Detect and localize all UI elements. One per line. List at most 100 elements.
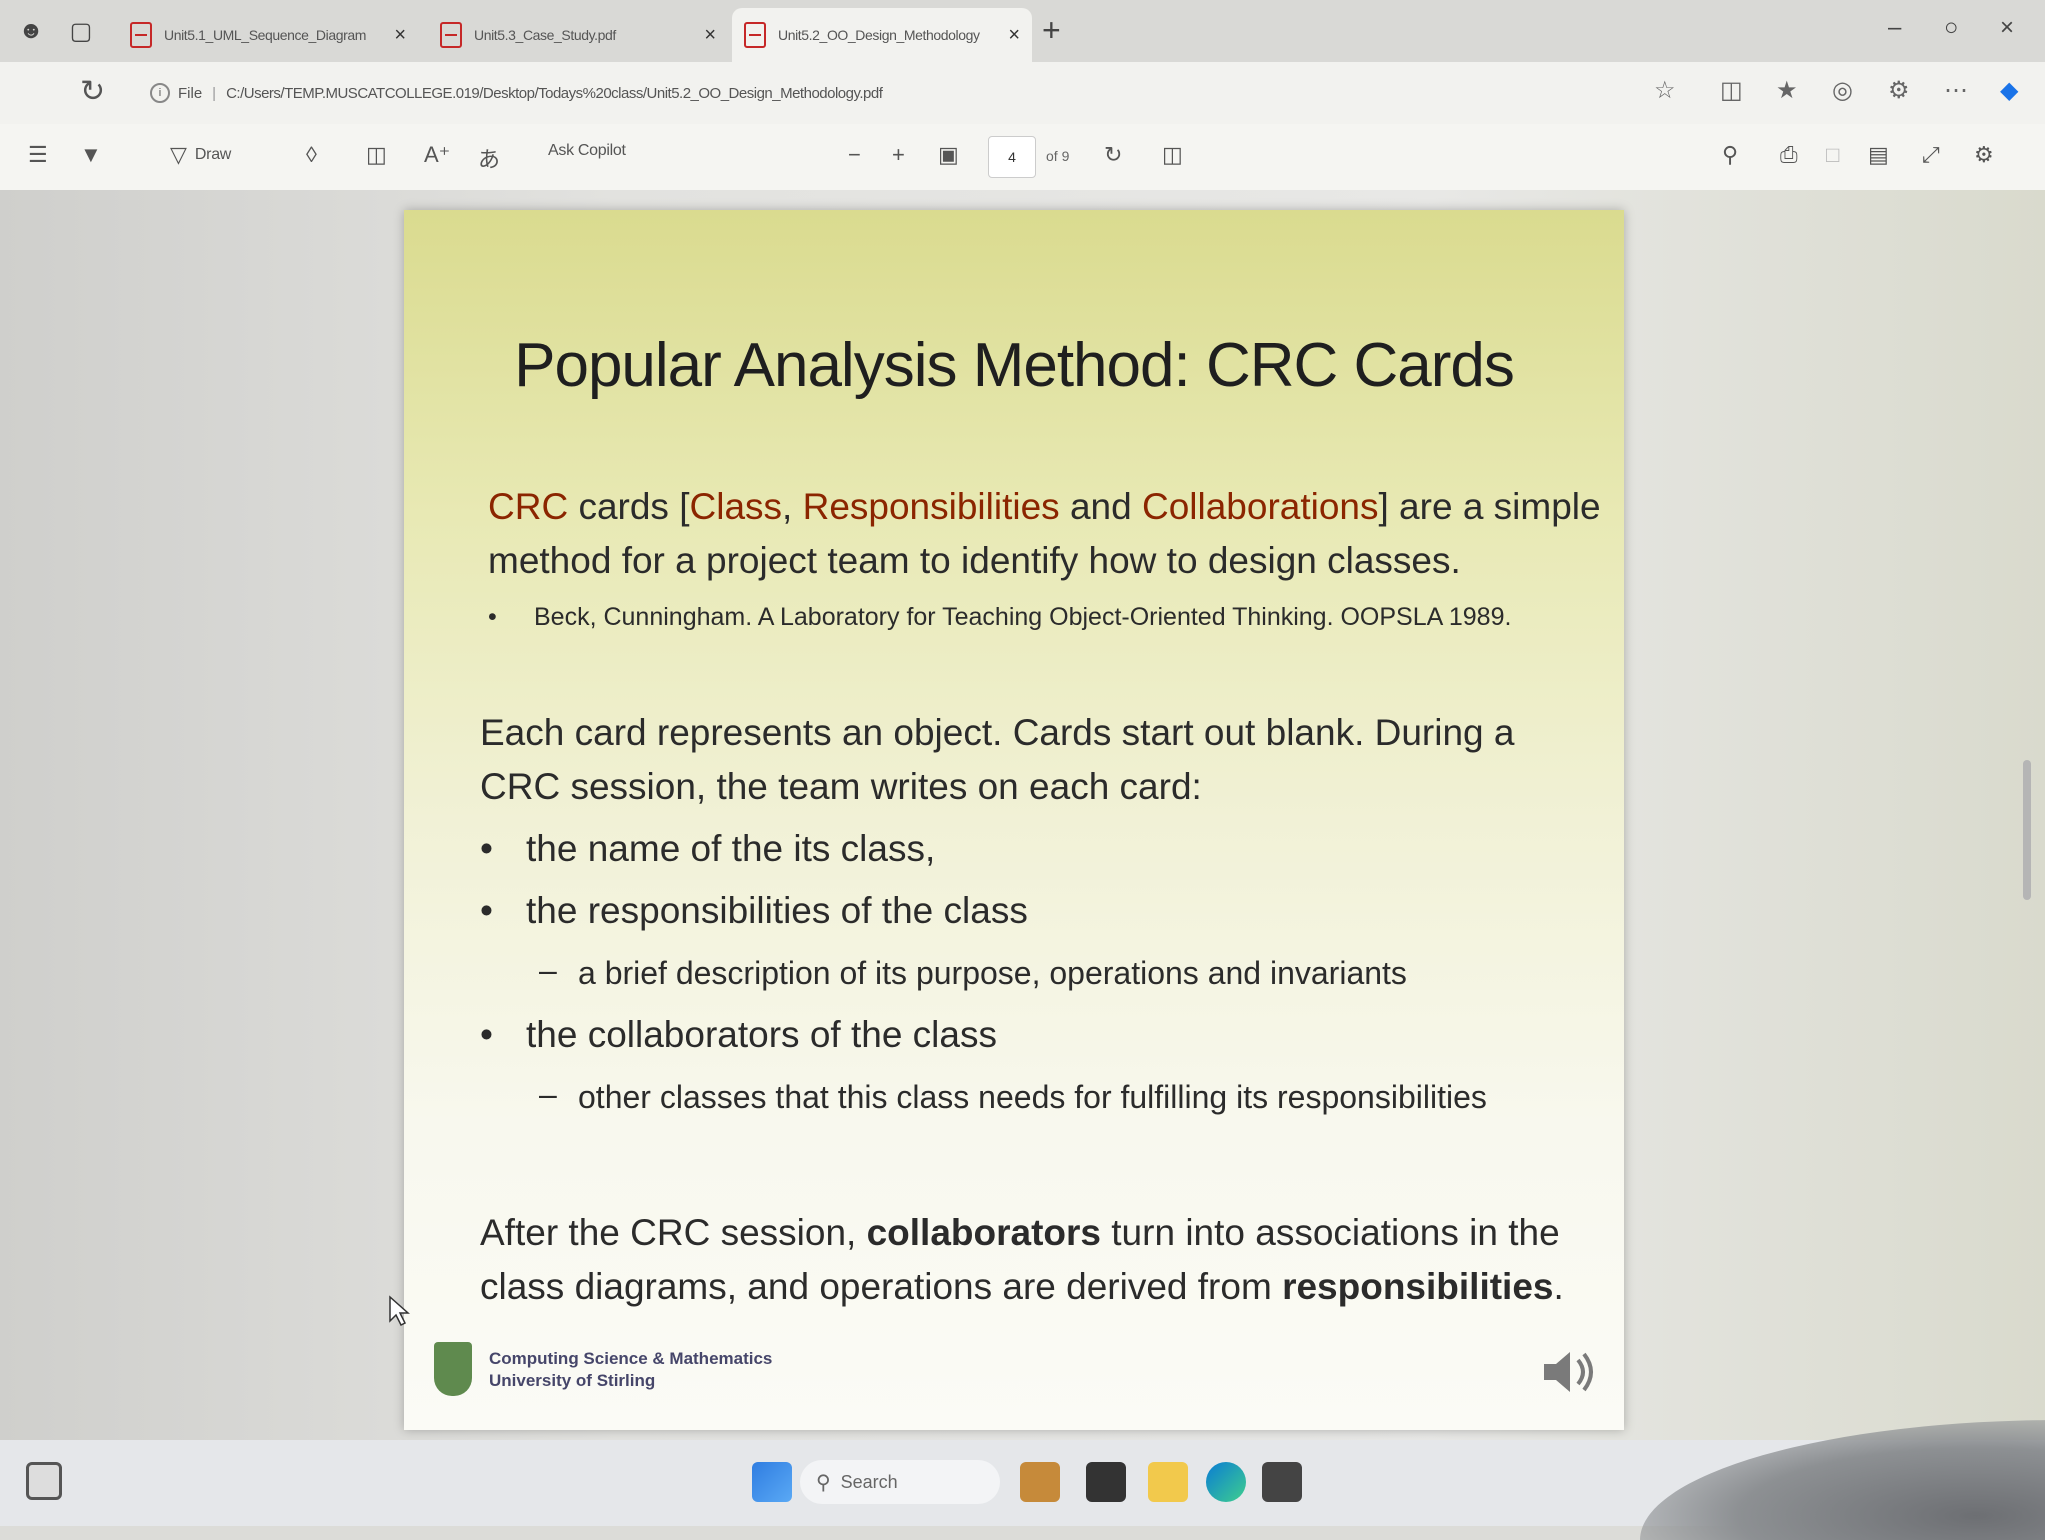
translate-icon[interactable]: あ xyxy=(478,147,501,172)
tab-label: Unit5.3_Case_Study.pdf xyxy=(474,27,616,43)
slide-page: Popular Analysis Method: CRC Cards CRC c… xyxy=(404,210,1624,1430)
reference-text: Beck, Cunningham. A Laboratory for Teach… xyxy=(534,603,1512,631)
collections-icon[interactable]: ◎ xyxy=(1832,77,1853,104)
read-aloud-icon[interactable]: A⁺ xyxy=(424,142,451,167)
people-icon[interactable] xyxy=(1020,1462,1060,1502)
save-icon[interactable]: □ xyxy=(1826,142,1840,167)
bullet-marker: • xyxy=(480,828,493,869)
bullet-marker: • xyxy=(480,1014,493,1055)
url-divider: | xyxy=(212,84,217,102)
draw-button[interactable]: ▽ Draw xyxy=(170,142,231,168)
pdf-viewer[interactable]: Popular Analysis Method: CRC Cards CRC c… xyxy=(0,190,2045,1440)
para3-line-2: class diagrams, and operations are deriv… xyxy=(480,1260,1564,1314)
window-close-icon[interactable]: × xyxy=(2000,14,2015,41)
tab-unit53[interactable]: Unit5.3_Case_Study.pdf × xyxy=(428,8,728,62)
split-screen-icon[interactable]: ◫ xyxy=(1720,77,1743,104)
ask-copilot-label: Ask Copilot xyxy=(548,142,626,159)
close-icon[interactable]: × xyxy=(394,23,406,46)
new-tab-icon[interactable]: + xyxy=(1042,12,1061,48)
more-icon[interactable]: ⋯ xyxy=(1944,77,1968,104)
close-icon[interactable]: × xyxy=(1008,23,1020,46)
intro-line-1: CRC cards [Class, Responsibilities and C… xyxy=(488,480,1601,534)
subbullet-marker: – xyxy=(539,1076,557,1112)
para3-text: After the CRC session, xyxy=(480,1212,867,1253)
speaker-icon[interactable] xyxy=(1538,1342,1598,1402)
para2-line-2: CRC session, the team writes on each car… xyxy=(480,766,1202,807)
intro-text: and xyxy=(1059,486,1142,527)
refresh-icon[interactable]: ↻ xyxy=(80,75,106,108)
pdf-icon xyxy=(744,22,766,48)
save-as-icon[interactable]: ▤ xyxy=(1868,142,1889,167)
subbullet-marker: – xyxy=(539,952,557,988)
responsibilities-term: Responsibilities xyxy=(802,486,1060,527)
intro-text: , xyxy=(782,486,803,527)
para3-text: class diagrams, and operations are deriv… xyxy=(480,1266,1283,1307)
collaborators-term: collaborators xyxy=(866,1212,1101,1253)
bullet-marker: • xyxy=(480,890,493,931)
page-view-icon[interactable]: ◫ xyxy=(1162,142,1183,167)
pdf-icon xyxy=(440,22,462,48)
search-placeholder: Search xyxy=(840,1471,898,1492)
tab-unit52[interactable]: Unit5.2_OO_Design_Methodology × xyxy=(732,8,1032,62)
eraser-icon[interactable]: ◊ xyxy=(306,142,317,167)
address-bar: ↻ i File | C:/Users/TEMP.MUSCATCOLLEGE.0… xyxy=(0,62,2045,124)
intro-line-2: method for a project team to identify ho… xyxy=(488,540,1461,581)
tab-strip: ☻ ▢ Unit5.1_UML_Sequence_Diagram × Unit5… xyxy=(0,0,2045,62)
close-icon[interactable]: × xyxy=(704,23,716,46)
tab-unit51[interactable]: Unit5.1_UML_Sequence_Diagram × xyxy=(118,8,418,62)
para3-text: turn into associations in the xyxy=(1101,1212,1560,1253)
class-term: Class xyxy=(689,486,783,527)
page-number-input[interactable]: 4 xyxy=(988,136,1036,178)
para3-text: . xyxy=(1553,1266,1564,1307)
reference-bullet: • xyxy=(488,603,497,631)
favorites-icon[interactable]: ★ xyxy=(1776,77,1798,104)
minimize-icon[interactable]: – xyxy=(1888,14,1902,41)
settings-icon[interactable]: ⚙ xyxy=(1974,142,1994,167)
zoom-in-icon[interactable]: + xyxy=(892,142,905,167)
contents-icon[interactable]: ☰ xyxy=(28,142,48,167)
tab-actions-icon[interactable]: ▢ xyxy=(69,17,93,45)
file-explorer-icon[interactable] xyxy=(1148,1462,1188,1502)
task-view-icon[interactable] xyxy=(1086,1462,1126,1502)
print-icon[interactable]: ⎙ xyxy=(1780,142,1798,167)
profile-icon[interactable]: ☻ xyxy=(18,17,44,44)
edge-icon[interactable] xyxy=(1206,1462,1246,1502)
page-total: of 9 xyxy=(1046,148,1070,164)
rotate-icon[interactable]: ↻ xyxy=(1104,142,1123,167)
search-icon: ⚲ xyxy=(816,1471,831,1494)
zoom-out-icon[interactable]: − xyxy=(848,142,861,167)
copilot-icon[interactable]: ◆ xyxy=(2000,77,2019,104)
url-field[interactable]: i File | C:/Users/TEMP.MUSCATCOLLEGE.019… xyxy=(150,72,1670,114)
start-icon[interactable] xyxy=(752,1462,792,1502)
highlight-icon[interactable]: ▼ xyxy=(80,142,102,167)
collaborations-term: Collaborations xyxy=(1141,486,1379,527)
para3-line-1: After the CRC session, collaborators tur… xyxy=(480,1206,1560,1260)
ask-copilot-button[interactable]: Ask Copilot xyxy=(540,142,626,160)
footer-text: Computing Science & Mathematics Universi… xyxy=(489,1348,772,1392)
bullet-item: the name of the its class, xyxy=(526,828,936,869)
bullet-item: the collaborators of the class xyxy=(526,1014,997,1055)
mouse-pointer-icon xyxy=(389,1295,410,1327)
info-icon[interactable]: i xyxy=(150,83,170,103)
tab-label: Unit5.2_OO_Design_Methodology xyxy=(778,27,980,43)
favorite-star-icon[interactable]: ☆ xyxy=(1654,77,1676,104)
slide-title: Popular Analysis Method: CRC Cards xyxy=(514,331,1515,400)
fit-page-icon[interactable]: ▣ xyxy=(938,142,959,167)
scrollbar[interactable] xyxy=(2023,760,2031,900)
fullscreen-icon[interactable]: ⤢ xyxy=(1922,142,1940,167)
widgets-icon[interactable] xyxy=(26,1462,62,1500)
draw-label: Draw xyxy=(194,146,232,163)
pdf-icon xyxy=(130,22,152,48)
intro-text: cards [ xyxy=(568,486,690,527)
tab-label: Unit5.1_UML_Sequence_Diagram xyxy=(164,27,367,43)
store-icon[interactable] xyxy=(1262,1462,1302,1502)
subbullet-item: a brief description of its purpose, oper… xyxy=(578,955,1407,991)
taskbar-search[interactable]: ⚲ Search xyxy=(800,1460,1000,1504)
university-logo xyxy=(434,1342,472,1396)
view-icon[interactable]: ◫ xyxy=(366,142,387,167)
search-icon[interactable]: ⚲ xyxy=(1722,142,1739,167)
responsibilities-term: responsibilities xyxy=(1282,1266,1554,1307)
pen-icon: ▽ xyxy=(170,142,187,167)
restore-icon[interactable]: ○ xyxy=(1944,14,1959,41)
extensions-icon[interactable]: ⚙ xyxy=(1888,77,1910,104)
